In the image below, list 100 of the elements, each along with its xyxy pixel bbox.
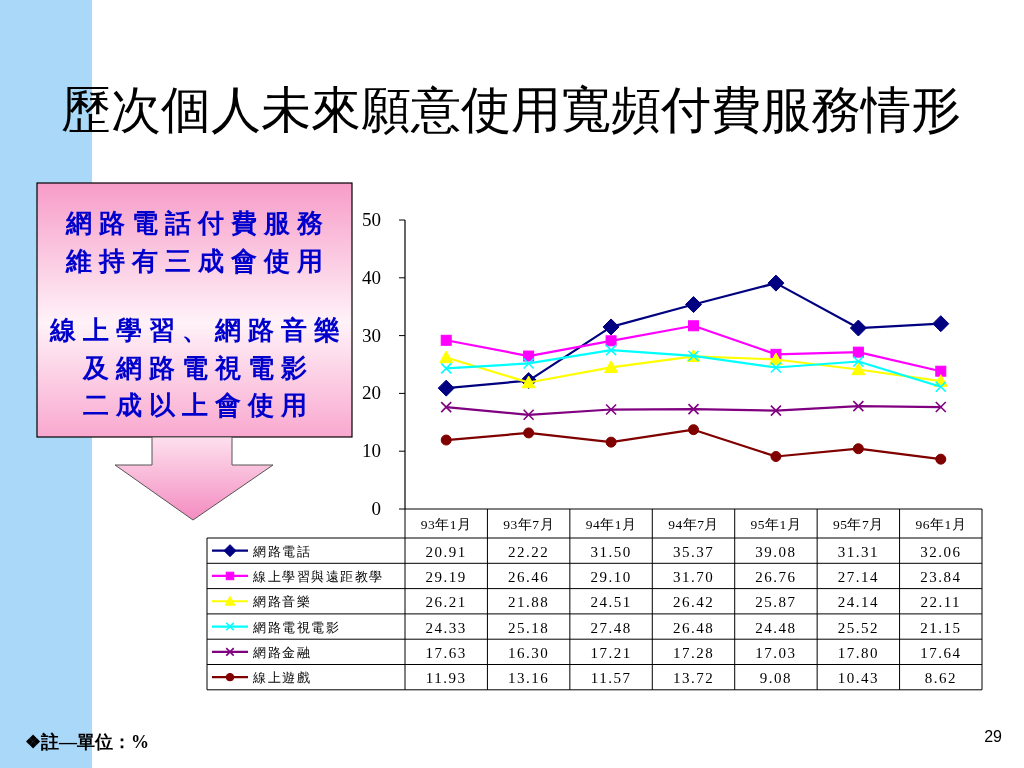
data-label: 31.70 xyxy=(672,568,715,585)
point xyxy=(605,403,617,416)
legend-label: 網路音樂 xyxy=(252,594,311,610)
data-label: 25.87 xyxy=(755,594,797,611)
legend-label: 網路金融 xyxy=(252,644,311,660)
x-tick-label: 93年7月 xyxy=(503,517,555,532)
text: 線上學習、網路音樂及網路電視電影二成以上會使用 xyxy=(48,316,347,420)
point xyxy=(934,380,947,393)
y-tick-label: 10 xyxy=(362,440,381,462)
point xyxy=(605,436,617,448)
point xyxy=(935,453,947,465)
y-tick-label: 40 xyxy=(362,266,381,288)
point xyxy=(770,361,782,374)
point xyxy=(440,434,452,446)
text: 29 xyxy=(984,728,1003,745)
data-label: 39.08 xyxy=(755,543,797,560)
point xyxy=(932,315,950,333)
data-label: 23.84 xyxy=(920,568,962,585)
data-label: 17.03 xyxy=(755,644,797,661)
data-label: 11.93 xyxy=(425,670,467,687)
x-tick-label: 95年1月 xyxy=(750,517,802,532)
point xyxy=(522,408,535,421)
data-label: 13.72 xyxy=(672,670,715,687)
text: ❖註—單位：% xyxy=(25,732,149,752)
data-label: 22.11 xyxy=(920,594,962,611)
data-label: 26.48 xyxy=(672,619,715,636)
data-label: 17.80 xyxy=(837,644,879,661)
data-label: 29.10 xyxy=(590,568,632,585)
data-label: 21.15 xyxy=(920,619,962,636)
point xyxy=(851,362,866,376)
data-label: 24.48 xyxy=(755,619,797,636)
data-label: 26.42 xyxy=(672,594,715,611)
data-label: 24.14 xyxy=(837,594,879,611)
data-label: 17.21 xyxy=(590,644,632,661)
y-tick-label: 0 xyxy=(371,498,381,519)
point xyxy=(767,274,785,292)
point xyxy=(770,404,782,417)
data-label: 31.31 xyxy=(837,543,879,560)
x-tick-label: 93年1月 xyxy=(420,517,472,532)
x-tick-label: 94年1月 xyxy=(585,517,637,532)
data-label: 25.52 xyxy=(837,619,879,636)
point xyxy=(934,401,947,413)
point xyxy=(687,403,700,415)
point xyxy=(849,319,867,337)
legend-label: 網路電話 xyxy=(252,543,311,559)
point xyxy=(437,379,455,397)
data-label: 17.28 xyxy=(672,644,715,661)
point xyxy=(602,318,620,336)
chart-title: 歷次個人未來願意使用寬頻付費服務情形 xyxy=(61,82,961,138)
data-label: 24.33 xyxy=(425,619,467,636)
data-label: 26.76 xyxy=(755,568,797,585)
legend-label: 網路電視電影 xyxy=(252,619,340,635)
data-label: 20.91 xyxy=(425,543,467,560)
point xyxy=(688,424,699,436)
point xyxy=(439,350,454,364)
point xyxy=(852,400,865,412)
data-label: 21.88 xyxy=(508,594,550,611)
data-label: 32.06 xyxy=(920,543,962,560)
data-label: 26.21 xyxy=(425,594,467,611)
data-label: 31.50 xyxy=(590,543,632,560)
y-tick-label: 30 xyxy=(362,324,381,346)
point xyxy=(522,357,535,370)
y-tick-label: 50 xyxy=(362,209,381,230)
y-tick-label: 20 xyxy=(362,382,381,404)
data-label: 29.19 xyxy=(425,568,467,585)
point xyxy=(605,344,617,356)
point xyxy=(604,360,619,374)
legend-label: 線上遊戲 xyxy=(252,670,311,686)
point xyxy=(852,346,864,358)
legend-label: 線上學習與遠距教學 xyxy=(252,568,384,584)
point xyxy=(685,296,702,314)
data-label: 16.30 xyxy=(508,644,550,661)
point xyxy=(852,443,864,455)
x-tick-label: 94年7月 xyxy=(668,517,719,532)
data-label: 27.48 xyxy=(590,619,632,636)
data-label: 26.46 xyxy=(508,568,550,585)
data-label: 10.43 xyxy=(837,670,879,687)
data-label: 35.37 xyxy=(672,543,715,560)
x-tick-label: 96年1月 xyxy=(915,517,967,532)
data-label: 13.16 xyxy=(508,670,550,687)
point xyxy=(440,401,453,413)
point xyxy=(605,335,617,347)
data-label: 9.08 xyxy=(759,670,793,687)
point xyxy=(688,320,699,332)
data-label: 27.14 xyxy=(837,568,879,585)
x-tick-label: 95年7月 xyxy=(832,517,884,532)
point xyxy=(440,362,453,375)
data-label: 17.64 xyxy=(920,644,962,661)
data-label: 22.22 xyxy=(508,543,550,560)
data-label: 11.57 xyxy=(590,670,632,687)
point xyxy=(935,365,947,377)
data-label: 17.63 xyxy=(425,644,467,661)
point xyxy=(770,451,782,463)
point xyxy=(523,427,535,439)
data-label: 24.51 xyxy=(590,594,632,611)
data-label: 25.18 xyxy=(508,619,550,636)
point xyxy=(852,355,865,368)
data-label: 8.62 xyxy=(924,670,957,687)
point xyxy=(440,334,452,346)
text: 網路電話付費服務維持有三成會使用 xyxy=(65,209,330,276)
